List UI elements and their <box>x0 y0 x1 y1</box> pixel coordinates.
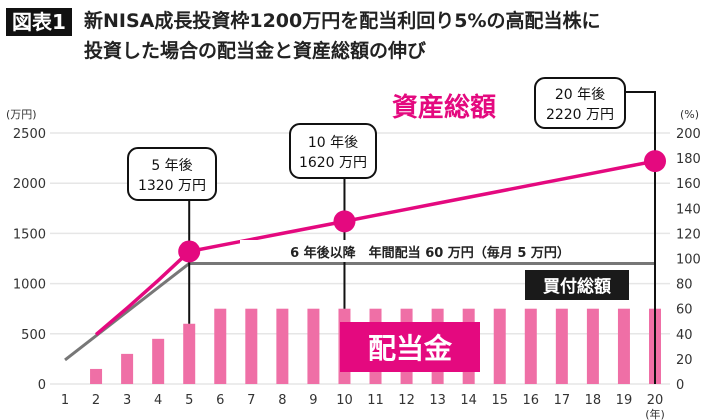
right-tick-label: 0 <box>676 378 684 393</box>
right-tick-label: 40 <box>676 328 693 343</box>
callout-value: 1320 万円 <box>138 178 206 194</box>
dividend-bar <box>152 338 165 384</box>
x-tick-label: 15 <box>491 393 508 408</box>
x-tick-label: 20 <box>647 393 664 408</box>
callout-leader <box>625 91 656 384</box>
right-tick-label: 180 <box>676 152 701 167</box>
right-tick-label: 120 <box>676 227 701 242</box>
callout-value: 2220 万円 <box>546 107 614 123</box>
x-tick-label: 6 <box>216 393 224 408</box>
callout-year: 20 年後 <box>555 87 605 103</box>
x-tick-label: 16 <box>523 393 540 408</box>
right-tick-label: 140 <box>676 202 701 217</box>
dividend-bar <box>90 368 103 384</box>
dividend-bar <box>524 308 537 384</box>
right-tick-label: 160 <box>676 177 701 192</box>
title-line-1: 新NISA成長投資枠1200万円を配当利回り5%の高配当株に <box>84 10 601 32</box>
right-tick-label: 200 <box>676 127 701 142</box>
callout-year: 5 年後 <box>151 158 192 174</box>
dividend-bar <box>586 308 599 384</box>
dividend-bar <box>307 308 320 384</box>
x-tick-label: 14 <box>460 393 477 408</box>
x-tick-label: 17 <box>554 393 571 408</box>
callout-box <box>534 77 626 129</box>
x-tick-label: 8 <box>278 393 286 408</box>
purchase-total-line <box>64 262 655 362</box>
left-tick-label: 2500 <box>13 127 46 142</box>
left-tick-label: 1500 <box>13 227 46 242</box>
purchase-label: 買付総額 <box>543 276 611 297</box>
purchase-label-bg <box>525 270 629 300</box>
figure-badge: 図表1 <box>6 8 72 36</box>
callout-value: 1620 万円 <box>299 155 367 171</box>
x-tick-label: 1 <box>61 393 69 408</box>
x-tick-label: 2 <box>92 393 100 408</box>
x-tick-label: 18 <box>585 393 602 408</box>
x-tick-label: 10 <box>336 393 353 408</box>
right-axis-unit: (%) <box>680 108 699 121</box>
dividend-label: 配当金 <box>368 332 453 365</box>
dividend-bar <box>214 308 227 384</box>
x-tick-label: 5 <box>185 393 193 408</box>
x-tick-label: 9 <box>309 393 317 408</box>
title-line-2: 投資した場合の配当金と資産総額の伸び <box>84 40 427 62</box>
x-tick-label: 13 <box>429 393 446 408</box>
assets-label: 資産総額 <box>392 92 496 123</box>
annotation-bg <box>240 240 620 262</box>
asset-marker <box>644 150 666 173</box>
dividend-bar <box>245 308 258 384</box>
annotation-text: 6 年後以降 年間配当 60 万円（毎月 5 万円） <box>290 245 570 261</box>
dividend-bar <box>493 308 506 384</box>
right-tick-label: 100 <box>676 253 701 268</box>
x-tick-label: 4 <box>154 393 162 408</box>
header: 図表1 新NISA成長投資枠1200万円を配当利回り5%の高配当株に 投資した場… <box>0 0 710 80</box>
x-tick-label: 7 <box>247 393 255 408</box>
dividend-bar <box>555 308 568 384</box>
dividend-bar <box>617 308 630 384</box>
right-tick-label: 80 <box>676 278 693 293</box>
left-tick-label: 500 <box>21 328 46 343</box>
left-axis-unit: (万円) <box>6 108 37 121</box>
x-tick-label: 3 <box>123 393 131 408</box>
callout-box <box>127 147 217 201</box>
asset-marker <box>178 240 201 263</box>
x-tick-label: 11 <box>367 393 384 408</box>
x-tick-label: 19 <box>616 393 633 408</box>
left-tick-label: 1000 <box>13 278 46 293</box>
dividend-label-bg <box>340 322 480 372</box>
left-tick-label: 2000 <box>13 177 46 192</box>
callout-box <box>289 123 377 179</box>
x-tick-label: 12 <box>398 393 415 408</box>
dividend-bar <box>183 323 196 384</box>
asset-marker <box>333 210 356 233</box>
dividend-bar <box>276 308 289 384</box>
left-tick-label: 0 <box>38 378 46 393</box>
dividend-bar <box>121 353 134 384</box>
right-tick-label: 60 <box>676 303 693 318</box>
callout-year: 10 年後 <box>308 135 358 151</box>
x-axis-unit: (年) <box>645 407 665 420</box>
right-tick-label: 20 <box>676 353 693 368</box>
